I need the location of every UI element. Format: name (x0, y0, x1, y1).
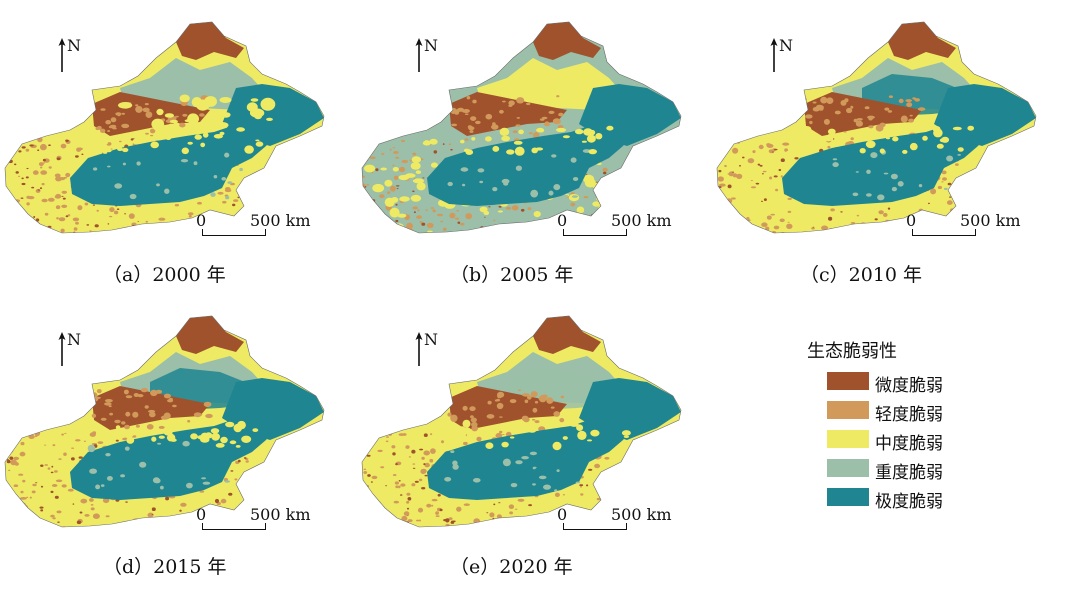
legend-label: 极度脆弱 (875, 492, 943, 512)
legend-swatch (827, 401, 869, 419)
map-panel-d: N 0 500 km (0, 312, 340, 602)
north-label: N (67, 330, 81, 349)
scale-distance: 500 km (611, 211, 672, 230)
caption-b: （b）2005 年 (450, 264, 574, 286)
scale-zero: 0 (557, 505, 568, 524)
scale-zero: 0 (196, 505, 207, 524)
scale-zero: 0 (557, 211, 568, 230)
legend-title: 生态脆弱性 (807, 341, 897, 362)
scale-distance: 500 km (250, 505, 311, 524)
legend-label: 中度脆弱 (875, 434, 943, 454)
map-2010 (716, 21, 1037, 234)
north-arrow-icon (770, 38, 778, 72)
north-arrow-icon (415, 38, 423, 72)
legend-swatch (827, 430, 869, 448)
map-2005 (361, 21, 682, 234)
caption-e: （e）2020 年 (450, 556, 573, 578)
map-2020 (361, 315, 682, 528)
north-label: N (67, 36, 81, 55)
scale-line (202, 229, 266, 236)
legend-swatch (827, 459, 869, 477)
scale-zero: 0 (906, 211, 917, 230)
north-arrow-icon (58, 38, 66, 72)
caption-c: （c）2010 年 (800, 264, 923, 286)
caption-a: （a）2000 年 (103, 264, 226, 286)
map-panel-e: N 0 500 km (357, 312, 697, 602)
map-2015 (4, 315, 325, 528)
north-label: N (424, 330, 438, 349)
north-arrow-icon (58, 332, 66, 366)
scale-distance: 500 km (960, 211, 1021, 230)
scale-zero: 0 (196, 211, 207, 230)
legend: 生态脆弱性 微度脆弱 轻度脆弱 中度脆弱 重度脆弱 极度脆弱 (807, 337, 1007, 517)
legend-label: 轻度脆弱 (875, 405, 943, 425)
north-arrow-icon (415, 332, 423, 366)
legend-swatch (827, 372, 869, 390)
scale-line (912, 229, 976, 236)
scale-line (563, 523, 627, 530)
map-panel-b: N 0 500 km (357, 18, 697, 308)
map-panel-a: N 0 500 km (0, 18, 340, 308)
north-label: N (779, 36, 793, 55)
scale-line (563, 229, 627, 236)
legend-swatch (827, 488, 869, 506)
legend-label: 重度脆弱 (875, 463, 943, 483)
scale-line (202, 523, 266, 530)
legend-label: 微度脆弱 (875, 376, 943, 396)
scale-distance: 500 km (611, 505, 672, 524)
caption-d: （d）2015 年 (103, 556, 227, 578)
map-panel-c: N 0 500 km (712, 18, 1052, 308)
map-2000 (4, 21, 325, 234)
scale-distance: 500 km (250, 211, 311, 230)
north-label: N (424, 36, 438, 55)
